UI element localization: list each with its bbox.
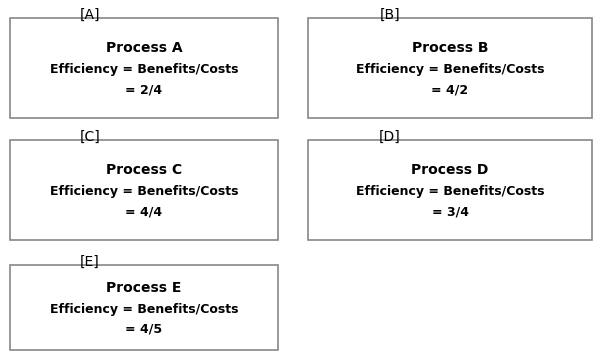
- Text: Efficiency = Benefits/Costs: Efficiency = Benefits/Costs: [356, 63, 544, 76]
- Text: = 3/4: = 3/4: [431, 206, 469, 219]
- Text: = 4/5: = 4/5: [125, 323, 163, 336]
- Text: = 4/4: = 4/4: [125, 206, 163, 219]
- Text: [C]: [C]: [80, 130, 100, 144]
- Text: Process D: Process D: [412, 163, 488, 177]
- Text: Efficiency = Benefits/Costs: Efficiency = Benefits/Costs: [50, 185, 238, 198]
- Bar: [10, 18, 278, 118]
- Text: Efficiency = Benefits/Costs: Efficiency = Benefits/Costs: [50, 63, 238, 76]
- Text: [B]: [B]: [380, 8, 400, 22]
- Text: Process E: Process E: [106, 281, 182, 295]
- Text: Process A: Process A: [106, 41, 182, 55]
- Text: Efficiency = Benefits/Costs: Efficiency = Benefits/Costs: [356, 185, 544, 198]
- Text: [A]: [A]: [80, 8, 100, 22]
- Bar: [308, 140, 592, 240]
- Text: [D]: [D]: [379, 130, 401, 144]
- Text: Process C: Process C: [106, 163, 182, 177]
- Text: = 4/2: = 4/2: [431, 84, 469, 97]
- Bar: [10, 140, 278, 240]
- Text: [E]: [E]: [80, 255, 100, 269]
- Text: = 2/4: = 2/4: [125, 84, 163, 97]
- Bar: [10, 265, 278, 350]
- Text: Efficiency = Benefits/Costs: Efficiency = Benefits/Costs: [50, 303, 238, 316]
- Text: Process B: Process B: [412, 41, 488, 55]
- Bar: [308, 18, 592, 118]
